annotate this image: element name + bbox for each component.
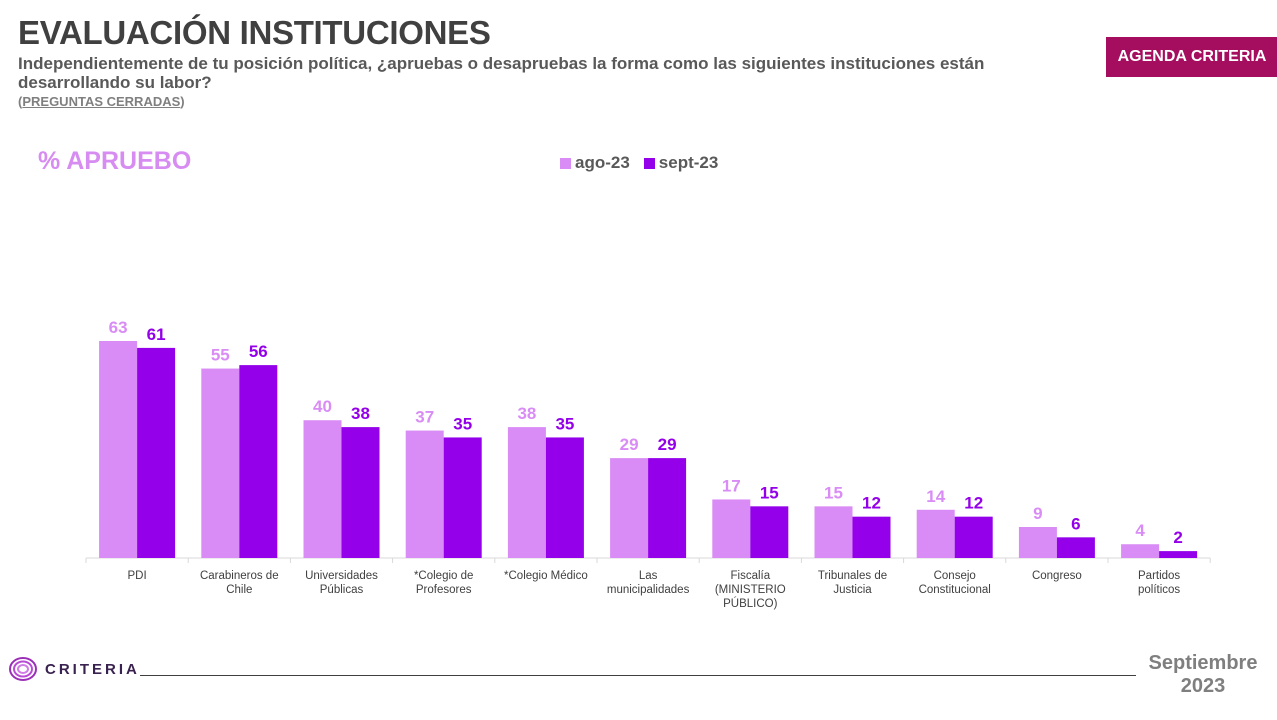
category-label: *Colegio de: [414, 570, 473, 582]
category-label: Constitucional: [919, 584, 991, 596]
bar-sept: [954, 516, 993, 558]
bar-ago: [712, 499, 751, 558]
data-label-ago: 29: [620, 435, 639, 454]
bar-sept: [545, 437, 584, 558]
category-label: Consejo: [934, 570, 976, 582]
category-label: Públicas: [320, 584, 364, 596]
bar-sept: [137, 347, 176, 558]
bar-ago: [201, 368, 240, 558]
category-label: Justicia: [833, 584, 872, 596]
data-label-sept: 12: [862, 494, 881, 513]
bar-ago: [1018, 527, 1057, 558]
page-title: EVALUACIÓN INSTITUCIONES: [18, 14, 491, 51]
report-date: Septiembre 2023: [1132, 652, 1274, 698]
bar-ago: [814, 506, 853, 558]
legend-label-sept: sept-23: [658, 153, 719, 172]
data-label-ago: 38: [517, 404, 536, 423]
data-label-sept: 38: [351, 404, 370, 423]
note-open-paren: (: [18, 94, 23, 109]
legend-swatch-ago: [560, 157, 571, 169]
data-label-sept: 56: [249, 342, 268, 361]
bar-sept: [239, 365, 278, 558]
category-label: Tribunales de: [818, 570, 887, 582]
category-label: políticos: [1138, 584, 1180, 596]
data-label-sept: 6: [1071, 514, 1080, 533]
category-label: Las: [639, 570, 658, 582]
bar-ago: [916, 509, 955, 558]
category-label: (MINISTERIO: [715, 584, 786, 596]
bar-sept: [750, 506, 789, 558]
data-label-sept: 35: [453, 414, 472, 433]
criteria-logo-icon: [9, 657, 37, 681]
category-label: municipalidades: [607, 584, 690, 596]
data-label-sept: 15: [760, 483, 779, 502]
criteria-logo-text: CRITERIA: [45, 660, 140, 678]
bar-sept: [648, 458, 687, 558]
category-label: PÚBLICO): [723, 597, 777, 610]
bar-sept: [341, 427, 380, 558]
data-label-sept: 35: [555, 414, 574, 433]
note-close-paren: ): [180, 94, 185, 109]
data-label-ago: 40: [313, 397, 332, 416]
legend-label-ago: ago-23: [575, 153, 630, 172]
bar-ago: [507, 427, 546, 558]
legend-item-sept: sept-23: [643, 153, 719, 173]
data-label-ago: 14: [926, 487, 945, 506]
category-label: Carabineros de: [200, 570, 279, 582]
data-label-ago: 55: [211, 346, 230, 365]
report-date-year: 2023: [1180, 675, 1226, 697]
category-label: Partidos: [1138, 570, 1180, 582]
category-label: Profesores: [416, 584, 472, 596]
bar-ago: [405, 430, 444, 558]
data-label-ago: 37: [415, 408, 434, 427]
legend-item-ago: ago-23: [560, 153, 630, 173]
data-label-ago: 17: [722, 476, 741, 495]
note-text: PREGUNTAS CERRADAS: [22, 94, 181, 109]
bar-ago: [99, 341, 138, 558]
category-label: Congreso: [1032, 570, 1082, 582]
category-label: Chile: [226, 584, 252, 596]
data-label-sept: 61: [147, 325, 166, 344]
data-label-ago: 4: [1135, 521, 1145, 540]
question-subtitle: Independientemente de tu posición políti…: [18, 54, 985, 92]
bar-ago: [1121, 544, 1160, 558]
category-label: PDI: [128, 570, 147, 582]
chart-legend: ago-23 sept-23: [560, 153, 718, 173]
question-type-note: (PREGUNTAS CERRADAS): [18, 94, 185, 109]
data-label-sept: 2: [1173, 528, 1182, 547]
data-label-sept: 29: [658, 435, 677, 454]
footer-divider: [140, 675, 1136, 676]
data-label-ago: 9: [1033, 504, 1042, 523]
bar-sept: [1056, 537, 1095, 558]
category-label: *Colegio Médico: [504, 570, 588, 582]
agenda-criteria-badge: AGENDA CRITERIA: [1106, 37, 1277, 77]
data-label-ago: 15: [824, 483, 843, 502]
legend-swatch-sept: [643, 157, 655, 169]
data-label-sept: 12: [964, 494, 983, 513]
bar-sept: [443, 437, 482, 558]
bar-sept: [852, 516, 891, 558]
criteria-logo: CRITERIA: [8, 656, 140, 682]
category-label: Universidades: [305, 570, 378, 582]
category-label: Fiscalía: [730, 570, 770, 582]
bar-sept: [1159, 551, 1198, 558]
bar-ago: [303, 420, 342, 558]
report-date-month: Septiembre: [1148, 652, 1258, 674]
bar-ago: [610, 458, 649, 558]
bar-chart: 63 61 PDI 55 56 Carabineros de Chile 40 38 Univer…: [85, 318, 1211, 610]
metric-label: % APRUEBO: [38, 147, 192, 175]
data-label-ago: 63: [109, 318, 128, 337]
